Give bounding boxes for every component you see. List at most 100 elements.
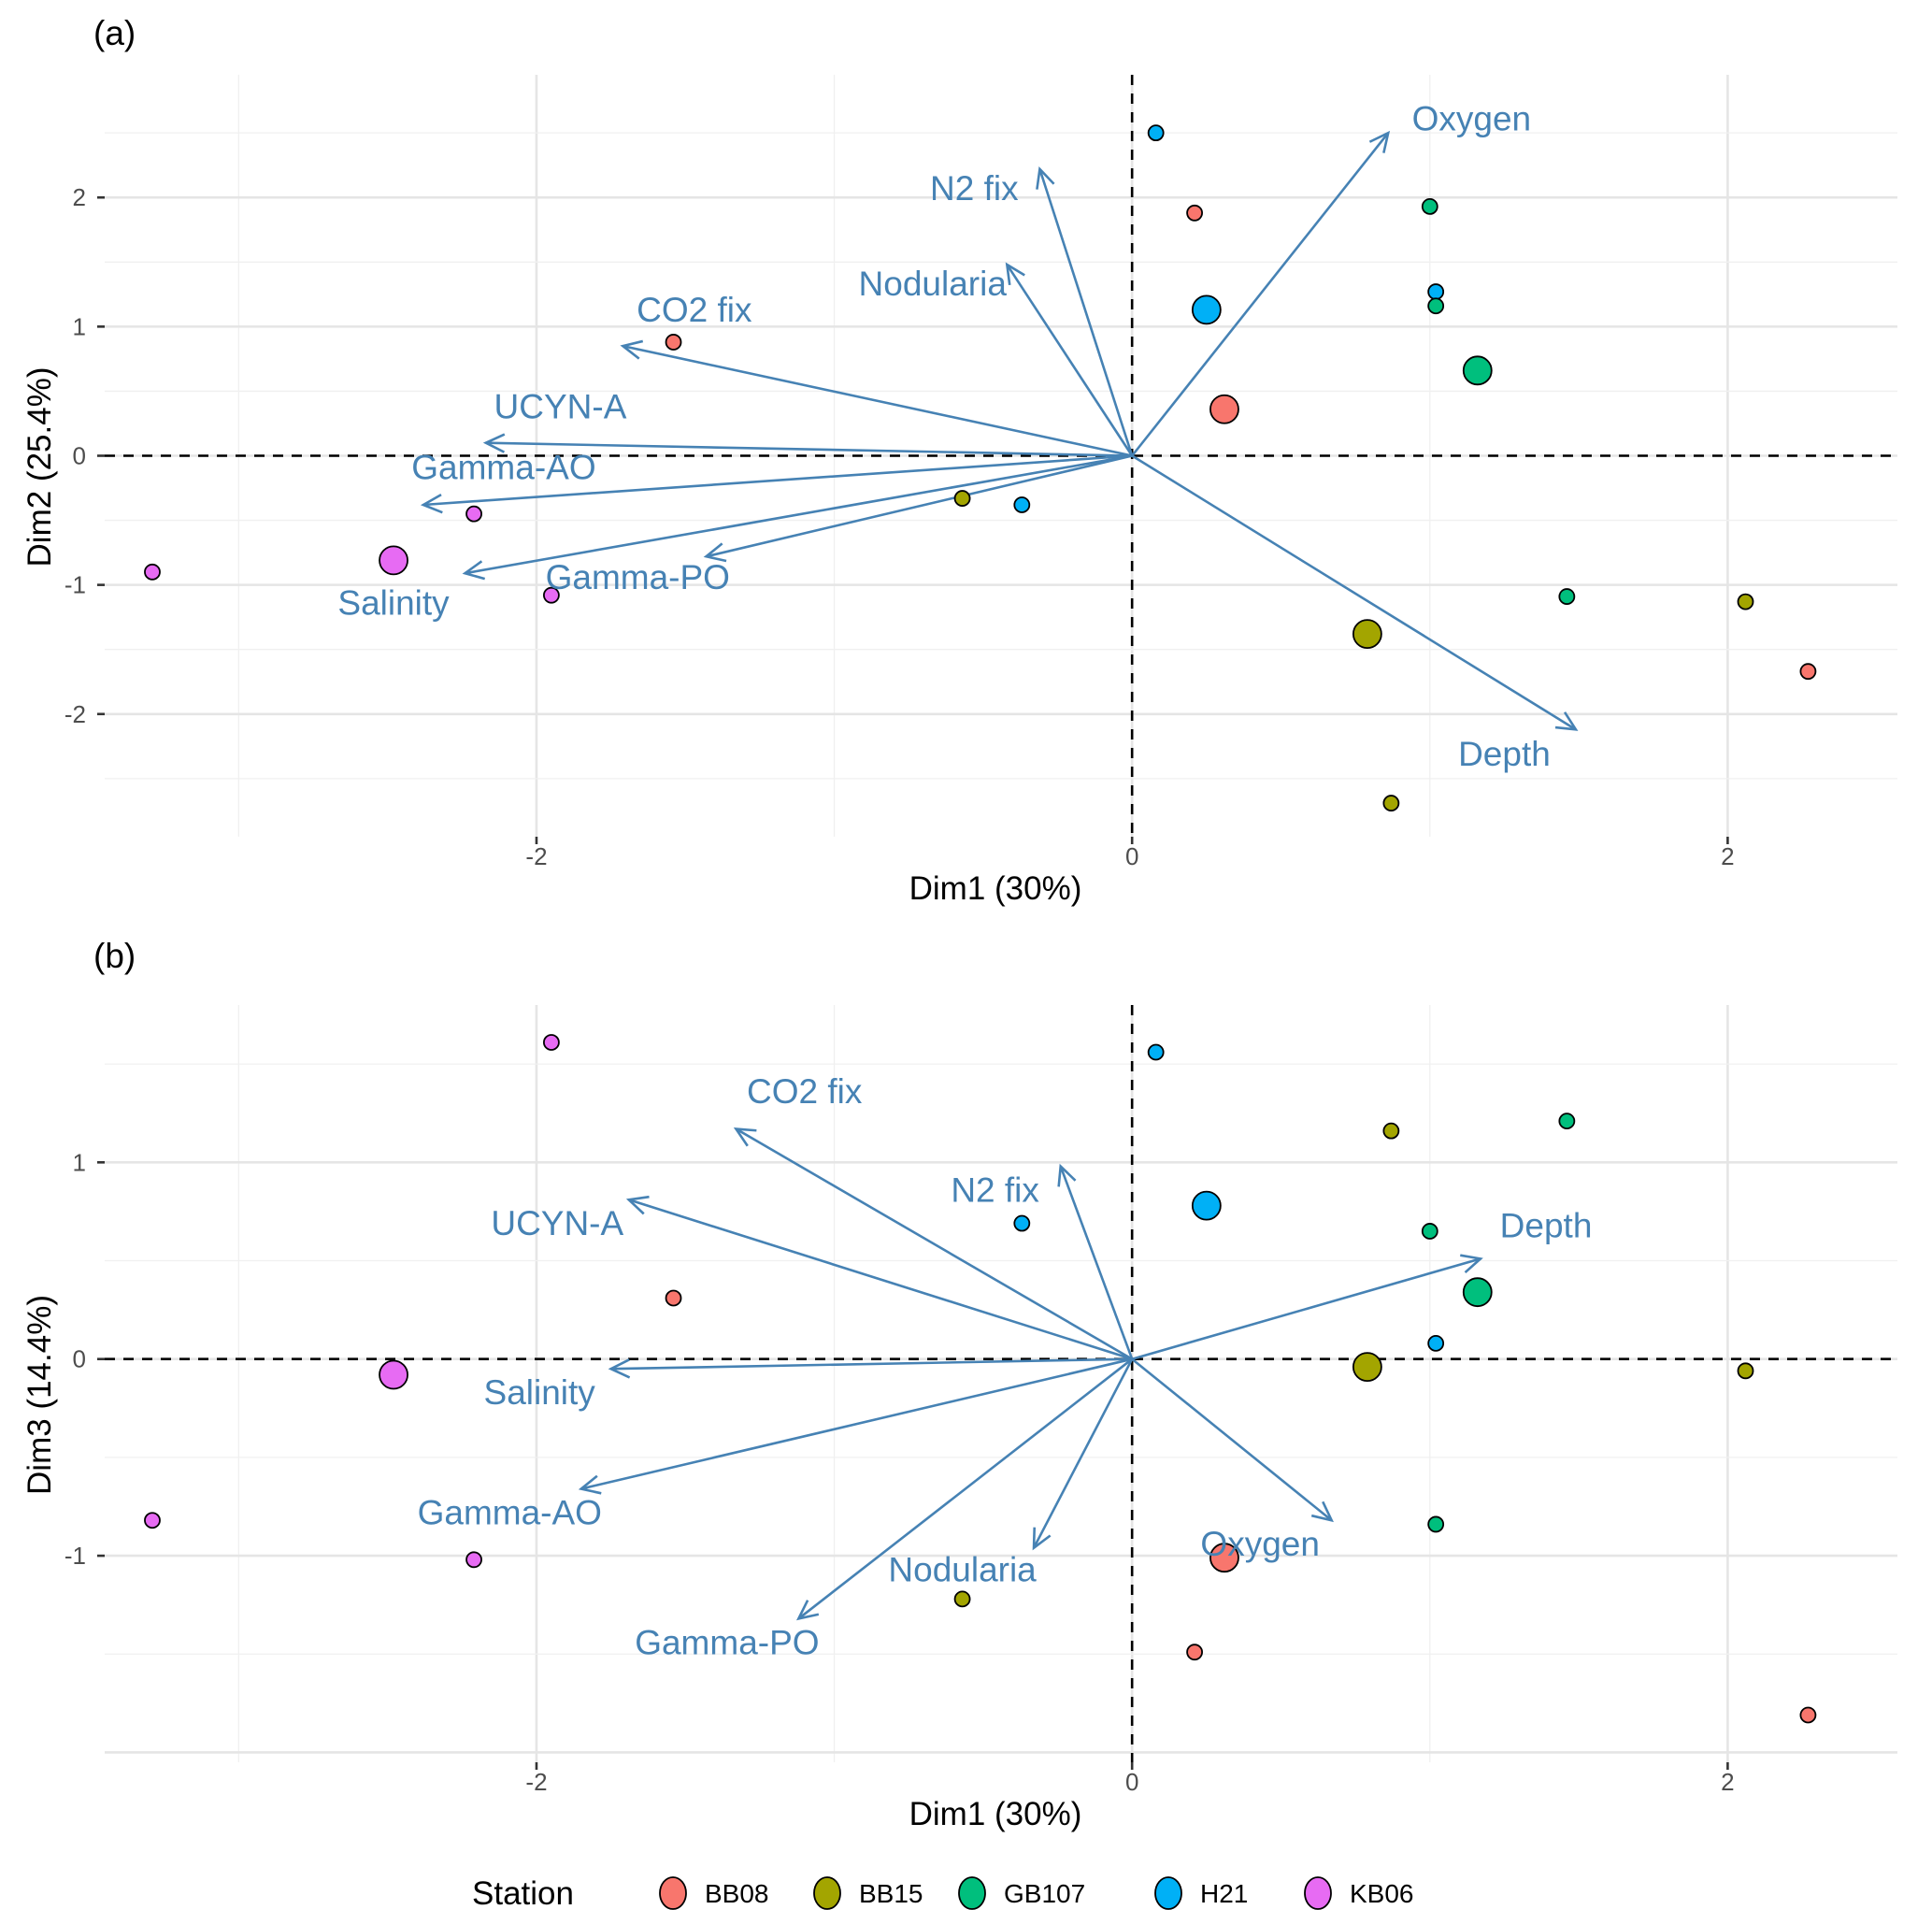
point-h21 — [1191, 294, 1222, 325]
arrow-depth — [1131, 454, 1577, 731]
legend-label: BB15 — [859, 1879, 923, 1908]
y-tick-label: 0 — [73, 442, 86, 470]
y-tick-label: -1 — [64, 571, 86, 599]
legend-key-bb08 — [659, 1876, 687, 1910]
legend-label: GB107 — [1004, 1879, 1085, 1908]
variable-label: Salinity — [337, 583, 450, 622]
point-bb08 — [1209, 1543, 1239, 1573]
point-kb06 — [543, 1034, 560, 1051]
arrowhead — [462, 560, 486, 581]
arrowhead — [1032, 1527, 1052, 1551]
arrowhead — [578, 1474, 602, 1495]
point-h21 — [1147, 1043, 1165, 1061]
point-bb08 — [1186, 204, 1203, 222]
point-gb107 — [1462, 1277, 1493, 1308]
y-tick-label: 0 — [73, 1345, 86, 1373]
arrow-n2-fix — [1038, 168, 1134, 456]
variable-labels: Oxygen N2 fix Nodularia CO2 fix UCYN-A Gamma-… — [337, 99, 1550, 773]
point-gb107 — [1427, 297, 1445, 315]
point-bb15 — [1382, 1122, 1400, 1140]
point-bb08 — [1186, 1644, 1203, 1661]
arrowhead — [420, 493, 443, 514]
grid — [105, 75, 1897, 837]
arrowhead — [1310, 1500, 1334, 1523]
arrowhead — [703, 542, 727, 563]
arrowhead — [608, 1358, 631, 1379]
legend-label: H21 — [1200, 1879, 1248, 1908]
legend-title: Station — [472, 1875, 574, 1912]
point-gb107 — [1427, 1515, 1445, 1533]
axis-ticks: -2 0 2 -1 0 1 — [64, 1148, 1735, 1796]
x-axis-title: Dim1 (30%) — [909, 1796, 1082, 1832]
arrowhead — [1036, 165, 1055, 190]
arrow-ucyn-a — [485, 441, 1133, 457]
legend: Station BB08 BB15 GB107 H21 KB06 — [472, 1875, 1414, 1912]
legend-key-bb15 — [813, 1876, 841, 1910]
point-kb06 — [465, 505, 482, 523]
arrow-gamma-ao — [580, 1357, 1133, 1490]
x-tick-label: -2 — [525, 842, 547, 870]
observation-points — [144, 124, 1817, 811]
point-gb107 — [1558, 588, 1576, 605]
arrow-gamma-ao — [422, 454, 1133, 507]
point-kb06 — [144, 563, 161, 581]
arrow-salinity — [610, 1357, 1133, 1371]
variable-label: UCYN-A — [491, 1204, 623, 1242]
legend-key-kb06 — [1304, 1876, 1332, 1910]
x-tick-label: 0 — [1125, 1768, 1138, 1796]
point-gb107 — [1462, 355, 1493, 386]
x-axis-title: Dim1 (30%) — [909, 870, 1082, 907]
point-bb15 — [1737, 593, 1754, 610]
point-bb08 — [665, 334, 682, 351]
y-tick-label: 1 — [73, 312, 86, 340]
x-tick-label: 2 — [1721, 842, 1734, 870]
point-bb08 — [665, 1289, 682, 1307]
variable-label: Gamma-AO — [418, 1493, 602, 1531]
point-h21 — [1191, 1190, 1222, 1221]
point-gb107 — [1558, 1113, 1576, 1130]
arrowhead — [733, 1127, 757, 1147]
point-bb08 — [1209, 394, 1239, 424]
variable-label: Gamma-PO — [546, 558, 730, 596]
point-kb06 — [379, 1359, 408, 1390]
legend-key-gb107 — [958, 1876, 986, 1910]
point-gb107 — [1421, 1223, 1438, 1240]
y-tick-label: -1 — [64, 1542, 86, 1570]
legend-label: KB06 — [1350, 1879, 1414, 1908]
point-kb06 — [465, 1551, 482, 1569]
panel-tag: (a) — [93, 14, 136, 52]
variable-label: CO2 fix — [747, 1072, 863, 1111]
arrow-salinity — [465, 454, 1133, 575]
variable-arrows — [578, 1127, 1483, 1621]
variable-label: Oxygen — [1200, 1525, 1320, 1563]
point-bb15 — [953, 1590, 971, 1608]
legend-key-h21 — [1154, 1876, 1182, 1910]
variable-arrows — [420, 130, 1579, 731]
arrowhead — [482, 433, 506, 453]
panel-a: (a) -2 0 2 -2 -1 0 1 2 Oxygen N2 fix Nodularia CO2… — [21, 14, 1897, 907]
arrow-nodularia — [1006, 264, 1134, 457]
point-h21 — [1427, 283, 1445, 300]
y-tick-label: 2 — [73, 183, 86, 211]
point-kb06 — [144, 1512, 161, 1529]
arrowhead — [1368, 130, 1391, 153]
axis-ticks: -2 0 2 -2 -1 0 1 2 — [64, 183, 1735, 870]
arrow-nodularia — [1032, 1358, 1134, 1549]
variable-label: Gamma-PO — [635, 1623, 819, 1661]
variable-label: Salinity — [484, 1373, 596, 1412]
variable-label: Gamma-AO — [411, 448, 595, 486]
legend-label: BB08 — [705, 1879, 769, 1908]
variable-label: Nodularia — [859, 265, 1008, 303]
x-tick-label: 2 — [1721, 1768, 1734, 1796]
grid — [105, 1005, 1897, 1762]
point-h21 — [1013, 496, 1031, 513]
variable-label: Oxygen — [1412, 99, 1532, 137]
variable-label: UCYN-A — [494, 387, 627, 425]
point-bb15 — [953, 490, 971, 507]
x-tick-label: -2 — [525, 1768, 547, 1796]
point-kb06 — [543, 586, 560, 604]
arrow-n2-fix — [1059, 1166, 1134, 1360]
arrow-co2-fix — [735, 1127, 1133, 1360]
arrow-ucyn-a — [628, 1199, 1133, 1360]
arrow-co2-fix — [623, 344, 1133, 457]
